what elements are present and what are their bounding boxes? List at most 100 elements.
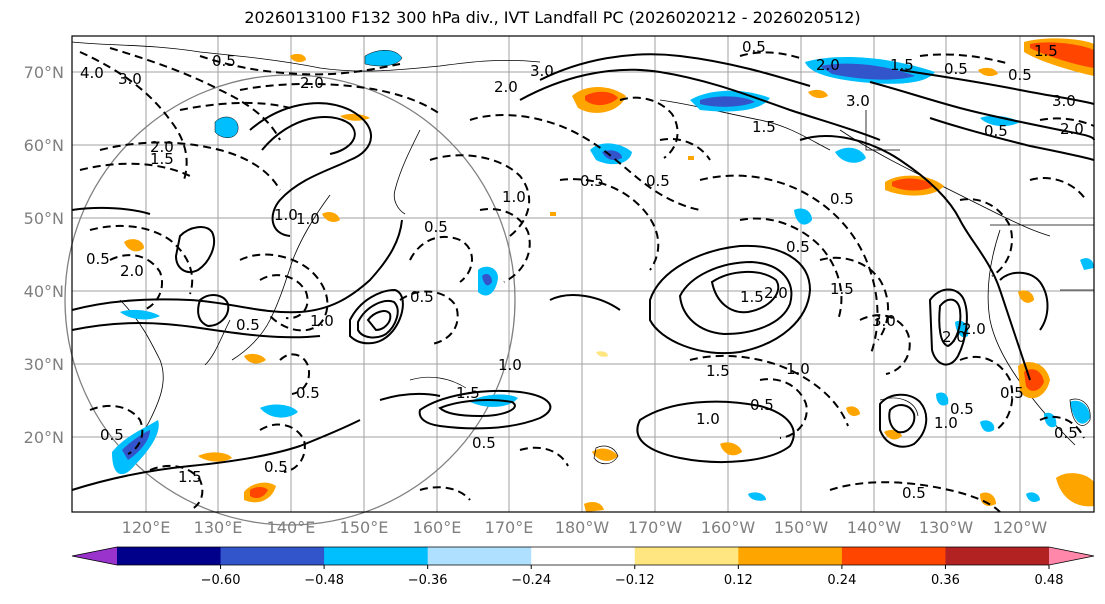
contour-label: 0.5 bbox=[750, 396, 774, 414]
contour-label: 0.5 bbox=[580, 172, 604, 190]
lat-label: 60°N bbox=[24, 136, 64, 155]
contour-label: 2.0 bbox=[120, 262, 144, 280]
contour-label: 2.0 bbox=[150, 138, 174, 156]
colorbar-bin bbox=[738, 547, 843, 565]
lon-label: 150°W bbox=[774, 518, 829, 537]
colorbar-bin bbox=[324, 547, 429, 565]
contour-label: 0.5 bbox=[1000, 384, 1024, 402]
contour-label: 0.5 bbox=[424, 218, 448, 236]
contour-label: 0.5 bbox=[86, 250, 110, 268]
lat-label: 50°N bbox=[24, 209, 64, 228]
lon-label: 120°E bbox=[122, 518, 171, 537]
contour-label: 1.0 bbox=[502, 188, 526, 206]
colorbar-tick-label: −0.12 bbox=[615, 573, 655, 588]
lat-label: 30°N bbox=[24, 355, 64, 374]
contour-label: 0.5 bbox=[830, 190, 854, 208]
colorbar-tick-label: −0.24 bbox=[511, 573, 551, 588]
colorbar-tick-label: 0.12 bbox=[724, 573, 753, 588]
lon-label: 150°E bbox=[340, 518, 389, 537]
contour-label: 1.5 bbox=[178, 468, 202, 486]
thin-contours bbox=[409, 376, 1091, 465]
colorbar-tick-label: −0.36 bbox=[408, 573, 448, 588]
contour-label: 0.5 bbox=[264, 458, 288, 476]
lon-label: 140°W bbox=[847, 518, 902, 537]
colorbar-tick-label: −0.48 bbox=[304, 573, 344, 588]
contour-label: 0.5 bbox=[950, 400, 974, 418]
lon-label: 170°W bbox=[628, 518, 683, 537]
contour-label: 2.0 bbox=[494, 78, 518, 96]
contour-label: 1.5 bbox=[740, 288, 764, 306]
contour-label: 1.5 bbox=[1034, 42, 1058, 60]
contour-label: 0.5 bbox=[100, 426, 124, 444]
contour-label: 1.5 bbox=[752, 118, 776, 136]
colorbar-tick-label: 0.48 bbox=[1035, 573, 1064, 588]
colorbar-bin bbox=[117, 547, 222, 565]
contour-label: 0.5 bbox=[472, 434, 496, 452]
contour-label: 1.5 bbox=[890, 56, 914, 74]
contour-label: 0.5 bbox=[786, 238, 810, 256]
colorbar-bin bbox=[634, 547, 739, 565]
contour-label: 0.5 bbox=[1054, 424, 1078, 442]
contour-label: 3.0 bbox=[1052, 92, 1076, 110]
lat-label: 20°N bbox=[24, 428, 64, 447]
contour-label: 1.0 bbox=[498, 356, 522, 374]
lon-label: 130°E bbox=[194, 518, 243, 537]
ivt-dashed-contours bbox=[79, 47, 1095, 513]
contour-label: 1.0 bbox=[274, 206, 298, 224]
contour-label: 1.5 bbox=[706, 362, 730, 380]
colorbar-bin bbox=[841, 547, 946, 565]
colorbar-tick-label: 0.24 bbox=[827, 573, 856, 588]
lon-label: 120°W bbox=[993, 518, 1048, 537]
lon-label: 160°W bbox=[701, 518, 756, 537]
colorbar: −0.60 −0.48 −0.36 −0.24 −0.12 0.12 0.24 0.36 0.4… bbox=[71, 546, 1095, 588]
contour-label: 2.0 bbox=[942, 328, 966, 346]
lat-label: 40°N bbox=[24, 282, 64, 301]
contour-label: 1.0 bbox=[696, 410, 720, 428]
ivt-solid-contours bbox=[71, 53, 1095, 491]
contour-label: 2.0 bbox=[300, 74, 324, 92]
colorbar-tick-label: 0.36 bbox=[931, 573, 960, 588]
divergence-shading bbox=[112, 38, 1094, 512]
contour-label: 1.0 bbox=[934, 414, 958, 432]
colorbar-extend-low bbox=[72, 547, 117, 565]
contour-label: 1.0 bbox=[786, 360, 810, 378]
coastlines bbox=[71, 41, 1094, 471]
colorbar-tick-label: −0.60 bbox=[201, 573, 241, 588]
colorbar-bin bbox=[945, 547, 1050, 565]
contour-label: 0.5 bbox=[742, 38, 766, 56]
contour-label: 2.0 bbox=[1060, 120, 1084, 138]
lon-label: 160°E bbox=[413, 518, 462, 537]
contour-label: 3.0 bbox=[530, 62, 554, 80]
contour-label: 2.0 bbox=[962, 320, 986, 338]
contour-label: 0.5 bbox=[410, 288, 434, 306]
contour-label: 4.0 bbox=[80, 64, 104, 82]
lat-label: 70°N bbox=[24, 63, 64, 82]
contour-label: 2.0 bbox=[816, 56, 840, 74]
contour-label: 0.5 bbox=[944, 60, 968, 78]
contour-label: 0.5 bbox=[236, 316, 260, 334]
map-panel: 0.5 0.5 3.0 2.0 2.0 1.5 0.5 0.5 4.0 3.0 … bbox=[64, 35, 1095, 526]
contour-label: 3.0 bbox=[846, 92, 870, 110]
contour-label: 3.0 bbox=[118, 70, 142, 88]
map-title: 2026013100 F132 300 hPa div., IVT Landfa… bbox=[244, 8, 861, 27]
region-circle bbox=[64, 74, 516, 526]
contour-label: 1.0 bbox=[296, 210, 320, 228]
colorbar-extend-high bbox=[1049, 547, 1094, 565]
contour-label: 0.5 bbox=[902, 484, 926, 502]
contour-label: 1.5 bbox=[830, 280, 854, 298]
colorbar-bin bbox=[531, 547, 636, 565]
colorbar-bin bbox=[427, 547, 532, 565]
contour-label: 0.5 bbox=[984, 122, 1008, 140]
lon-label: 170°E bbox=[485, 518, 534, 537]
latitude-labels: 70°N 60°N 50°N 40°N 30°N 20°N bbox=[24, 63, 64, 447]
lon-label: 140°E bbox=[267, 518, 316, 537]
lon-label: 180°W bbox=[555, 518, 610, 537]
contour-label: 0.5 bbox=[646, 172, 670, 190]
contour-label: 1.5 bbox=[150, 150, 174, 168]
contour-label: 1.0 bbox=[310, 312, 334, 330]
contour-label: 0.5 bbox=[212, 52, 236, 70]
contour-label: 2.0 bbox=[764, 284, 788, 302]
longitude-labels: 120°E 130°E 140°E 150°E 160°E 170°E 180°… bbox=[122, 518, 1048, 537]
contour-label: 1.5 bbox=[456, 384, 480, 402]
